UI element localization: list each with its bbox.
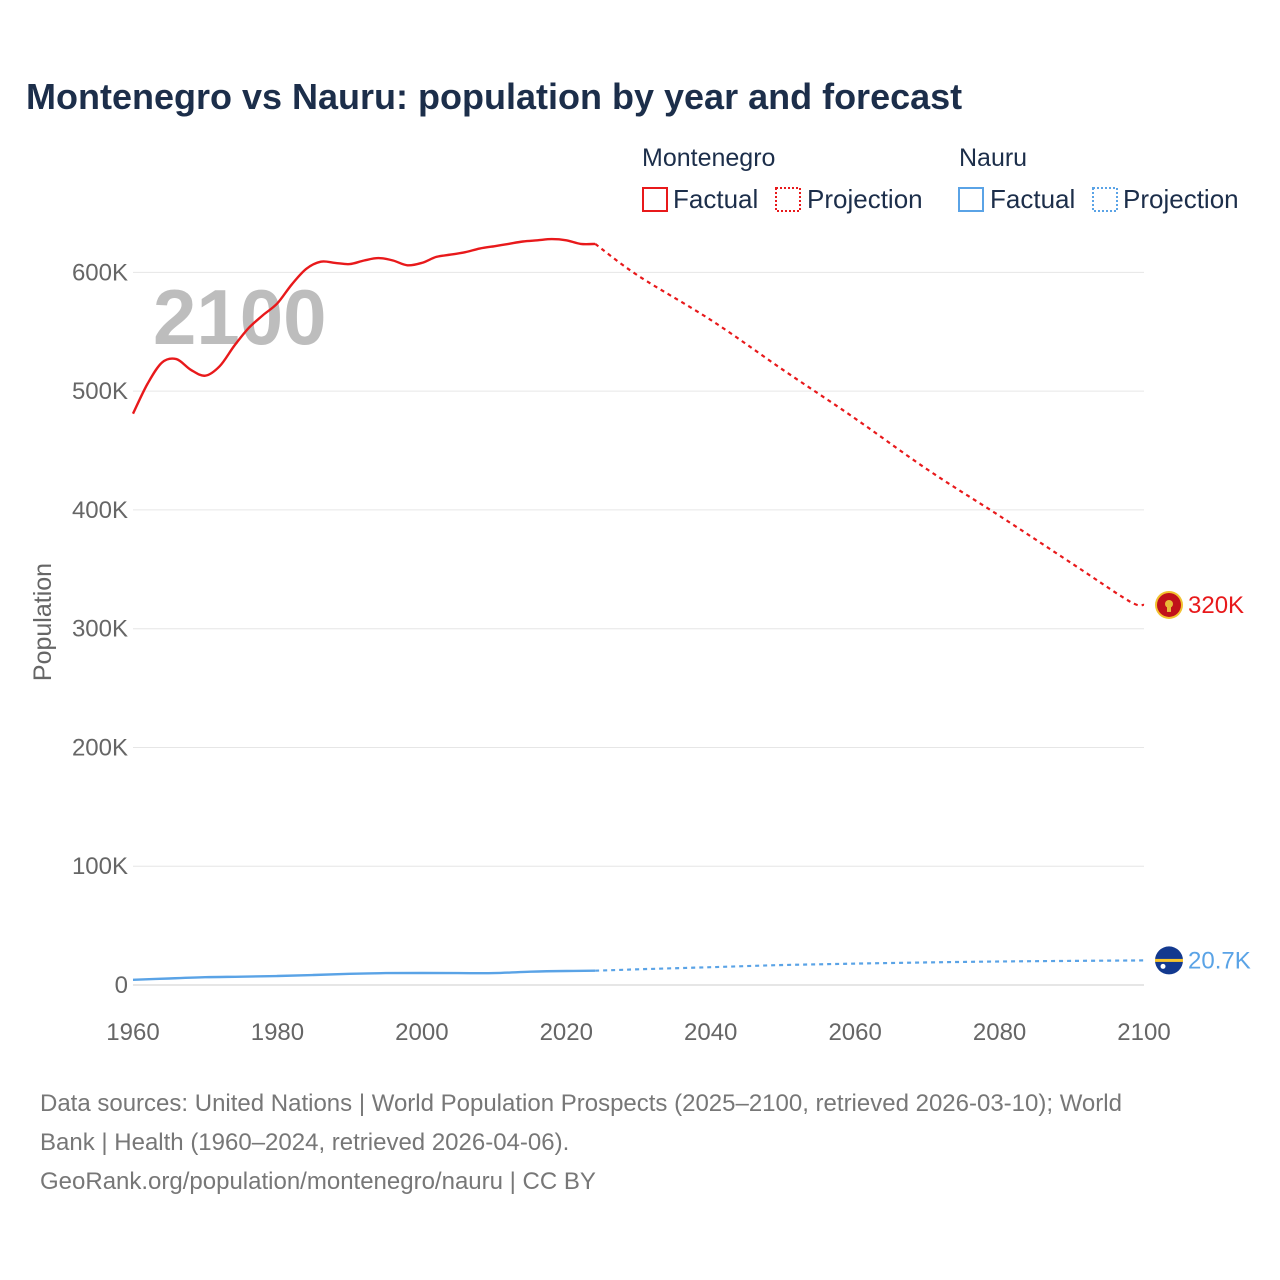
series-line-nauru-factual[interactable] [132,969,596,981]
source-line-2: Bank | Health (1960–2024, retrieved 2026… [40,1129,570,1156]
source-line-3[interactable]: GeoRank.org/population/montenegro/nauru … [40,1168,596,1195]
legend: Montenegro Factual Projection Nauru Fact… [642,144,1239,214]
legend-swatch-montenegro-projection [775,187,801,212]
series-line-nauru-projection[interactable] [595,959,1145,972]
x-tick-label: 1960 [106,1019,159,1046]
montenegro-flag-icon [1155,590,1183,619]
x-tick-label: 2000 [395,1019,448,1046]
legend-group-montenegro: Montenegro [642,144,775,172]
legend-swatch-nauru-factual [958,187,984,212]
gridlines [133,271,1144,986]
current-year-label: 2100 [153,273,327,361]
y-tick-label: 300K [72,616,128,643]
x-tick-label: 2060 [828,1019,881,1046]
chart-title: Montenegro vs Nauru: population by year … [26,76,962,117]
series-line-montenegro-projection[interactable] [594,243,1145,607]
y-tick-label: 200K [72,734,128,761]
y-axis-title: Population [29,563,57,681]
legend-label-nauru-factual[interactable]: Factual [990,184,1075,214]
series-lines [131,237,1145,981]
y-axis-ticks: 0 100K 200K 300K 400K 500K 600K [72,259,128,999]
y-tick-label: 400K [72,497,128,524]
series-line-montenegro-factual[interactable] [131,237,596,415]
x-tick-label: 2020 [540,1019,593,1046]
legend-group-nauru: Nauru [959,144,1027,172]
end-label-nauru: 20.7K [1188,947,1251,974]
series-end-markers: 320K 20.7K [1155,590,1251,975]
legend-swatch-nauru-projection [1092,187,1118,212]
y-tick-label: 600K [72,259,128,286]
source-note: Data sources: United Nations | World Pop… [40,1084,1240,1201]
y-tick-label: 0 [115,972,128,999]
legend-label-nauru-projection[interactable]: Projection [1123,184,1239,214]
x-axis-ticks: 1960 1980 2000 2020 2040 2060 2080 2100 [106,1019,1170,1046]
legend-label-montenegro-projection[interactable]: Projection [807,184,923,214]
y-tick-label: 500K [72,378,128,405]
y-tick-label: 100K [72,853,128,880]
x-tick-label: 2040 [684,1019,737,1046]
x-tick-label: 2080 [973,1019,1026,1046]
end-label-montenegro: 320K [1188,592,1244,619]
legend-swatch-montenegro-factual [642,187,668,212]
nauru-flag-icon [1155,946,1183,975]
x-tick-label: 2100 [1117,1019,1170,1046]
legend-label-montenegro-factual[interactable]: Factual [673,184,758,214]
source-line-1: Data sources: United Nations | World Pop… [40,1090,1122,1117]
x-tick-label: 1980 [251,1019,304,1046]
